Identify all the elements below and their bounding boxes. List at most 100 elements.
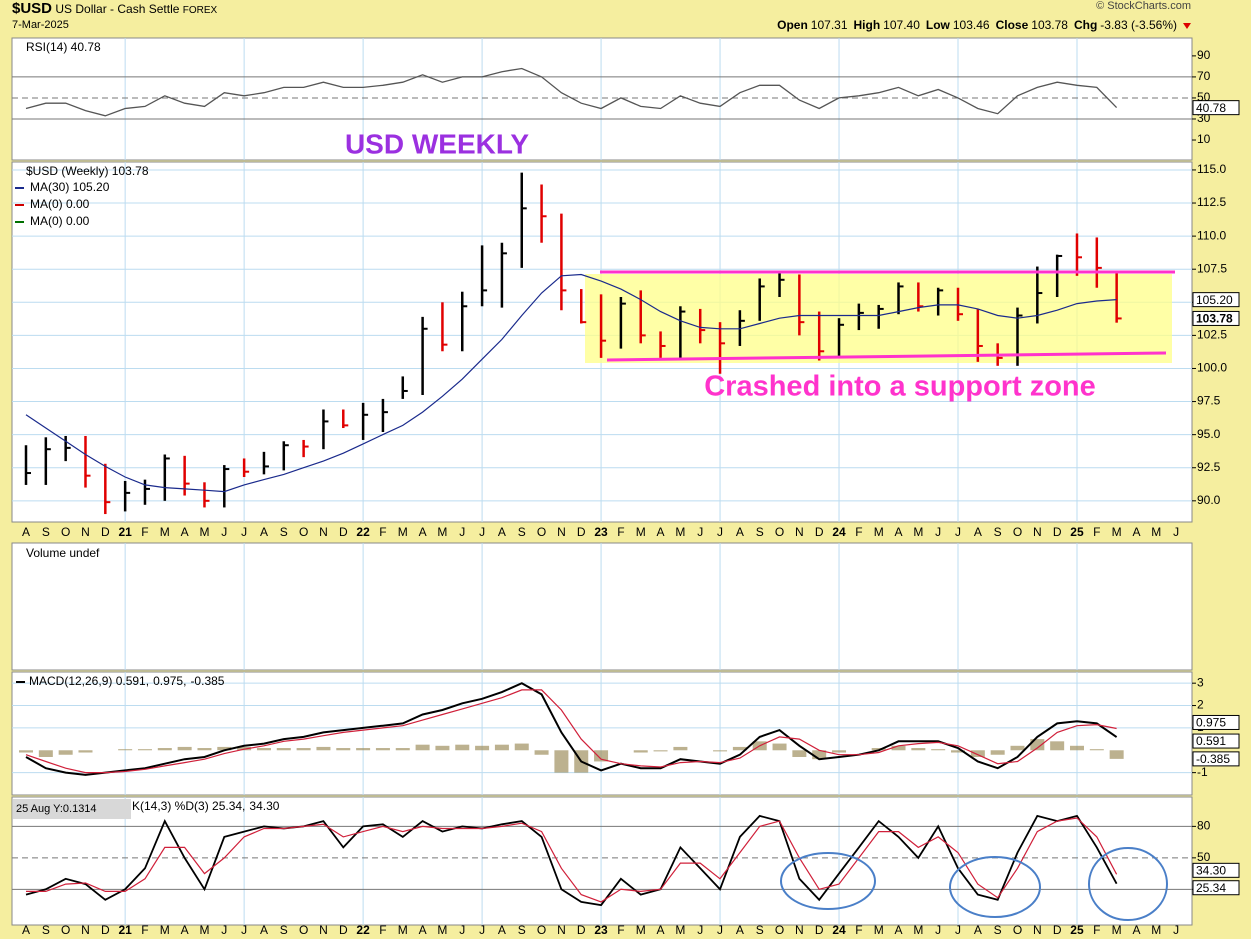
x-tick-label: A <box>260 525 268 539</box>
legend-entry: MA(0) 0.00 <box>30 214 90 228</box>
x-tick-label: M <box>1112 525 1122 539</box>
histogram-bar <box>732 746 747 751</box>
histogram-bar <box>475 745 490 751</box>
x-tick-label: M <box>913 923 923 937</box>
histogram-bar <box>1109 750 1124 759</box>
histogram-bar <box>653 750 668 752</box>
value-tag-box <box>1192 100 1240 116</box>
x-tick-label: S <box>518 525 526 539</box>
quote-label: Chg <box>1073 18 1098 32</box>
overlay-layer: USD WEEKLY Crashed into a support zone 4… <box>13 100 1240 937</box>
x-tick-label: D <box>101 525 110 539</box>
x-tick-label: F <box>1093 923 1100 937</box>
x-tick-label: A <box>895 525 903 539</box>
y-tick-label: 97.5 <box>1197 394 1221 408</box>
series-line <box>25 689 1117 774</box>
histogram-bar <box>395 748 410 751</box>
exchange: FOREX <box>182 5 218 16</box>
x-tick-label: F <box>855 923 862 937</box>
series-line <box>25 814 1118 907</box>
histogram-bar <box>514 743 529 751</box>
histogram-bar <box>1030 739 1045 751</box>
x-tick-label: J <box>935 923 941 937</box>
value-tag: 25.34 <box>1196 881 1226 895</box>
x-tick-label: S <box>280 923 288 937</box>
x-tick-label: M <box>398 525 408 539</box>
x-tick-label: N <box>1033 525 1042 539</box>
x-tick-label: M <box>913 525 923 539</box>
x-tick-label: M <box>437 525 447 539</box>
value-tag: -0.385 <box>1196 752 1230 766</box>
x-tick-label: M <box>874 923 884 937</box>
x-tick-label: A <box>736 923 744 937</box>
quote-value: 107.31 <box>810 18 848 32</box>
x-tick-label: F <box>1093 525 1100 539</box>
histogram-bar <box>713 750 728 752</box>
legend-entry: -0.385 <box>190 674 224 688</box>
x-tick-label: M <box>199 923 209 937</box>
x-tick-label: S <box>756 525 764 539</box>
y-tick-label: 115.0 <box>1197 162 1226 176</box>
y-tick-label: 70 <box>1197 69 1211 83</box>
histogram-bar <box>871 748 886 751</box>
histogram-bar <box>78 750 93 753</box>
quote-value: 107.40 <box>883 18 920 32</box>
histogram-bar <box>594 750 609 762</box>
histogram-bar <box>673 746 688 751</box>
x-tick-label: S <box>518 923 526 937</box>
histogram-bar <box>911 748 926 751</box>
x-tick-label: J <box>479 525 485 539</box>
x-tick-label: 22 <box>356 923 370 937</box>
x-tick-label: J <box>241 525 247 539</box>
x-tick-label: M <box>675 525 685 539</box>
histogram-bar <box>772 743 787 751</box>
value-tag: 0.591 <box>1196 734 1226 748</box>
histogram-bar <box>157 748 172 751</box>
symbol: $USD <box>12 0 53 17</box>
series-line <box>25 682 1118 776</box>
value-tag-box <box>1192 862 1240 878</box>
x-tick-label: O <box>1013 525 1022 539</box>
x-tick-label: S <box>280 525 288 539</box>
x-tick-label: J <box>1173 923 1179 937</box>
x-tick-label: A <box>736 525 744 539</box>
x-tick-label: M <box>398 923 408 937</box>
x-tick-label: J <box>479 923 485 937</box>
x-tick-label: N <box>319 923 328 937</box>
legend-entry: MA(0) 0.00 <box>30 197 90 211</box>
support-line <box>606 351 1167 362</box>
histogram-bar <box>970 750 985 757</box>
y-tick-label: 50 <box>1197 850 1211 864</box>
x-tick-label: J <box>935 525 941 539</box>
x-tick-label: M <box>1151 923 1161 937</box>
x-tick-label: N <box>319 525 328 539</box>
y-tick-label: 107.5 <box>1197 261 1227 275</box>
x-tick-label: F <box>141 525 148 539</box>
x-tick-label: D <box>815 923 824 937</box>
x-tick-label: A <box>260 923 268 937</box>
x-tick-label: O <box>775 525 784 539</box>
x-tick-label: M <box>874 525 884 539</box>
panel <box>11 671 1193 796</box>
x-tick-label: J <box>955 525 961 539</box>
value-tag: 105.20 <box>1196 293 1233 307</box>
histogram-bar <box>375 748 390 751</box>
histogram-bar <box>256 748 271 751</box>
x-tick-label: F <box>617 525 624 539</box>
value-tag-box <box>1192 733 1240 749</box>
x-tick-label: J <box>459 923 465 937</box>
quote-value: -3.83 (-3.56%) <box>1100 18 1177 32</box>
annotation: Crashed into a support zone <box>704 371 1096 403</box>
histogram-bar <box>137 749 152 751</box>
histogram-bar <box>455 744 470 751</box>
histogram-bar <box>951 750 966 753</box>
value-tag-box <box>1192 310 1240 326</box>
x-tick-label: 23 <box>594 923 608 937</box>
x-tick-label: A <box>181 525 189 539</box>
x-tick-label: J <box>459 525 465 539</box>
histogram-bar <box>217 746 232 751</box>
x-tick-label: F <box>855 525 862 539</box>
x-tick-label: D <box>815 525 824 539</box>
histogram-bar <box>1089 749 1104 751</box>
quote-label: Open <box>777 18 808 32</box>
